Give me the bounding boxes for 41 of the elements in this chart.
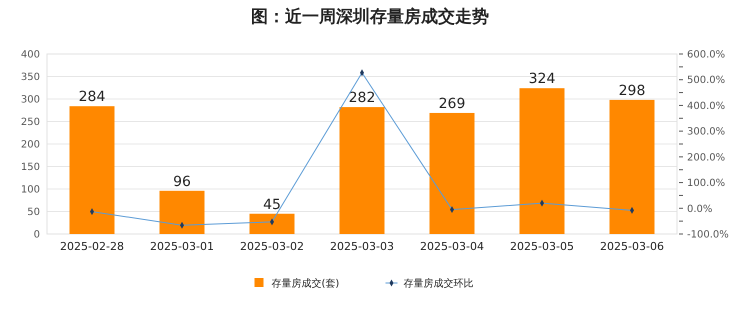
x-tick-label: 2025-02-28 [60,240,124,253]
bar [610,100,654,234]
x-tick-label: 2025-03-06 [600,240,664,253]
y2-tick-label: 100.0% [687,178,726,190]
data-label: 269 [438,96,466,112]
bar [160,190,204,234]
bar [520,88,564,234]
y2-tick-label: 600.0% [687,50,726,60]
legend-label: 存量房成交(套) [272,278,340,290]
y-tick-label: 100 [20,184,40,196]
data-label: 284 [78,89,106,106]
y-tick-label: 300 [20,94,40,106]
x-tick-label: 2025-03-05 [510,240,574,253]
y-tick-label: 350 [20,72,40,83]
y-tick-label: 200 [20,140,40,150]
y2-tick-label: 0.0% [687,204,712,215]
y-tick-label: 250 [20,117,40,128]
data-label: 96 [173,174,191,190]
x-tick-label: 2025-03-02 [240,240,304,253]
bar [250,214,294,234]
y2-tick-label: 500.0% [687,75,726,86]
x-tick-label: 2025-03-01 [150,240,214,253]
data-label: 324 [528,71,556,88]
data-label: 282 [348,90,376,106]
bar [340,107,384,234]
x-tick-label: 2025-03-04 [420,240,484,253]
y-tick-label: 150 [20,162,40,173]
y2-tick-label: 400.0% [687,100,726,112]
bar [70,106,114,234]
chart-title: 图：近一周深圳存量房成交走势 [251,7,489,27]
y-tick-label: 0 [34,230,40,240]
y2-tick-label: 300.0% [687,126,726,138]
bar [430,112,474,234]
y2-tick-label: 200.0% [687,152,726,164]
y2-tick-label: -100.0% [687,230,729,240]
legend-label: 存量房成交环比 [404,278,474,290]
x-tick-label: 2025-03-03 [330,240,394,253]
data-label: 45 [263,196,281,213]
y-tick-label: 50 [27,207,40,218]
y-tick-label: 400 [20,50,40,60]
data-label: 298 [618,82,646,99]
